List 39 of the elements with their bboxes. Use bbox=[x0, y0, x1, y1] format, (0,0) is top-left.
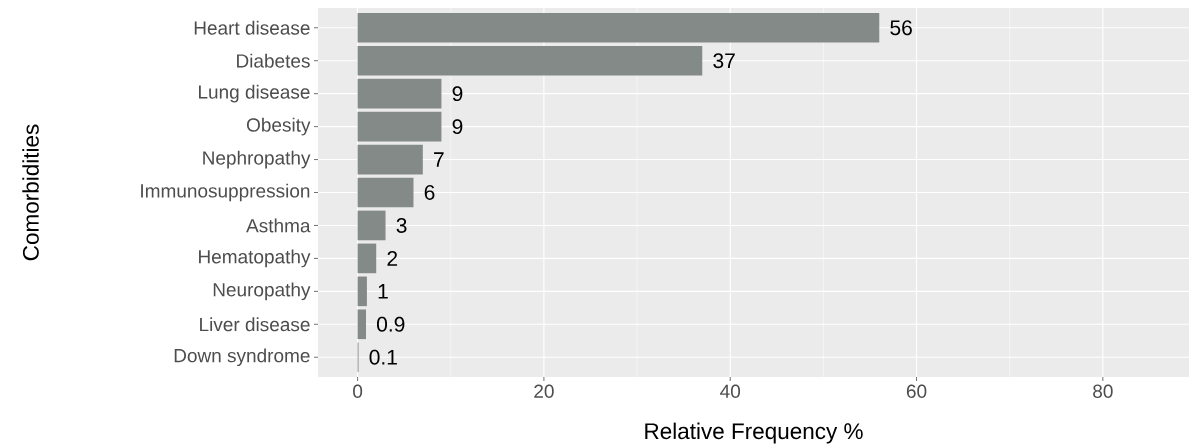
x-tick-label: 0 bbox=[353, 384, 363, 398]
data-label: 0.9 bbox=[377, 316, 405, 332]
bar bbox=[357, 111, 442, 142]
bar bbox=[357, 243, 377, 274]
x-tick-label: 60 bbox=[906, 384, 927, 398]
bar bbox=[357, 309, 366, 340]
y-tick-label: Heart disease bbox=[194, 20, 310, 35]
data-label: 6 bbox=[424, 185, 435, 200]
data-label: 1 bbox=[378, 284, 388, 299]
bar bbox=[357, 78, 442, 109]
bar bbox=[357, 12, 880, 43]
y-tick-label: Obesity bbox=[246, 117, 311, 136]
y-tick-label: Diabetes bbox=[237, 53, 310, 68]
data-label: 9 bbox=[452, 86, 463, 102]
y-tick-label: Hematopathy bbox=[199, 249, 311, 268]
y-tick-label: Liver disease bbox=[200, 317, 310, 332]
x-tick-label: 80 bbox=[1093, 384, 1113, 398]
x-tick-label: 20 bbox=[534, 384, 554, 398]
y-tick-label: Lung disease bbox=[199, 84, 310, 103]
data-label: 9 bbox=[452, 119, 463, 135]
data-label: 56 bbox=[890, 20, 912, 36]
y-tick-label: Down syndrome bbox=[174, 348, 310, 367]
y-tick-label: Asthma bbox=[246, 218, 311, 233]
bar bbox=[357, 177, 414, 208]
y-tick-label: Neuropathy bbox=[213, 282, 311, 301]
bar bbox=[357, 276, 367, 307]
data-label: 37 bbox=[713, 53, 735, 69]
x-axis-title: Relative Frequency % bbox=[645, 422, 863, 444]
bar bbox=[357, 144, 423, 175]
y-tick-label: Nephropathy bbox=[203, 150, 311, 169]
y-axis-title: Comorbidities bbox=[22, 124, 39, 261]
data-label: 7 bbox=[434, 152, 444, 167]
x-tick-label: 40 bbox=[720, 384, 741, 398]
data-label: 3 bbox=[396, 218, 407, 233]
data-label: 2 bbox=[387, 251, 398, 266]
y-tick-label: Immunosuppression bbox=[141, 183, 310, 202]
bar bbox=[357, 45, 703, 76]
data-label: 0.1 bbox=[369, 349, 397, 365]
bar bbox=[357, 210, 386, 241]
